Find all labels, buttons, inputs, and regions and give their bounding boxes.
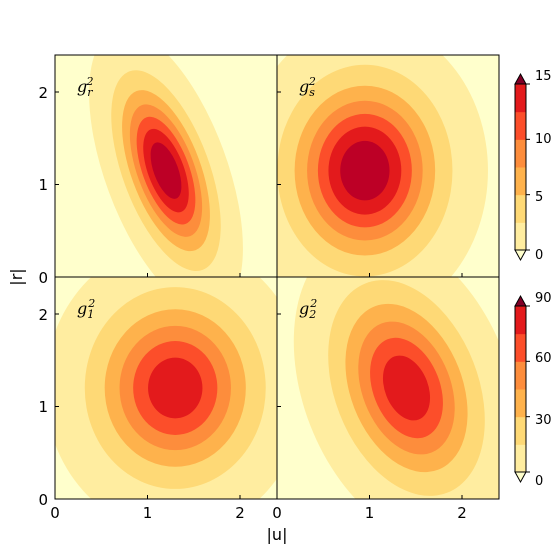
panel-label-g-s: gs2	[299, 75, 316, 99]
panel-g-2: g22	[276, 276, 500, 500]
x-tick-label-0: 0	[50, 504, 60, 522]
y-tick-label-top-2: 2	[38, 84, 48, 102]
x-axis-label: |u|	[267, 525, 288, 544]
cb-top-tick-15: 15	[535, 69, 552, 84]
contour-fill-g-2	[277, 277, 499, 499]
x-tick-label-2: 2	[235, 504, 245, 522]
colorbar-frame	[514, 83, 527, 251]
colorbar-extend-max	[514, 294, 527, 307]
colorbar-top-tick-labels: 0 5 10 15 0 30 60 90	[535, 69, 552, 489]
x-tick-label-1: 1	[143, 504, 153, 522]
cb-top-tick-10: 10	[535, 132, 552, 147]
x-tick-label-2-right: 2	[457, 504, 467, 522]
y-tick-labels: 0 1 2 0 1 2	[38, 84, 48, 509]
y-tick-label-bottom-1: 1	[38, 398, 48, 416]
x-tick-label-1-right: 1	[365, 504, 375, 522]
colorbar-frame	[514, 305, 527, 473]
contour-fill-g-r	[55, 55, 277, 277]
colorbar-extend-min	[514, 471, 527, 484]
panel-g-1: g12	[54, 276, 278, 500]
y-tick-label-top-1: 1	[38, 176, 48, 194]
cb-top-tick-0: 0	[535, 248, 543, 263]
colorbar-band-2	[515, 167, 526, 196]
contour-fill-g-s	[277, 55, 499, 277]
colorbar-top	[514, 72, 530, 262]
panel-label-g-2: g22	[299, 297, 317, 321]
colorbar-band-0	[515, 222, 526, 251]
colorbar-band-3	[515, 361, 526, 390]
colorbar-extend-max	[514, 72, 527, 85]
contour-band-7	[150, 142, 182, 199]
x-tick-label-0-right: 0	[272, 504, 282, 522]
x-tick-labels: 0 1 2 0 1 2	[50, 504, 467, 522]
y-tick-label-bottom-0: 0	[38, 491, 48, 509]
y-tick-label-top-0: 0	[38, 269, 48, 287]
colorbar-band-2	[515, 389, 526, 418]
axis-ticks	[54, 91, 463, 500]
cb-bottom-tick-60: 60	[535, 351, 552, 366]
panel-g-s: gs2	[276, 54, 500, 278]
contour-band-6	[148, 357, 203, 419]
y-axis-label: |r|	[7, 268, 26, 285]
cb-bottom-tick-90: 90	[535, 291, 552, 306]
colorbar-bottom	[514, 294, 530, 484]
contour-band-7	[340, 140, 390, 201]
panel-label-g-r: gr2	[77, 75, 94, 99]
contour-fill-g-1	[55, 277, 277, 499]
colorbar-extend-min	[514, 249, 527, 262]
colorbar-band-0	[515, 444, 526, 473]
panel-g-r: gr2	[54, 54, 278, 278]
colorbar-band-4	[515, 111, 526, 140]
cb-bottom-tick-30: 30	[535, 413, 552, 428]
colorbar-band-5	[515, 306, 526, 335]
panel-label-g-1: g12	[77, 297, 95, 321]
colorbar-band-5	[515, 84, 526, 113]
y-tick-label-bottom-2: 2	[38, 306, 48, 324]
colorbar-band-4	[515, 333, 526, 362]
cb-bottom-tick-0: 0	[535, 474, 543, 489]
colorbar-band-1	[515, 194, 526, 223]
colorbar-band-3	[515, 139, 526, 168]
colorbar-band-1	[515, 416, 526, 445]
cb-top-tick-5: 5	[535, 190, 543, 205]
panel-frame-g-2	[276, 276, 500, 500]
contour-band-6	[382, 355, 431, 421]
